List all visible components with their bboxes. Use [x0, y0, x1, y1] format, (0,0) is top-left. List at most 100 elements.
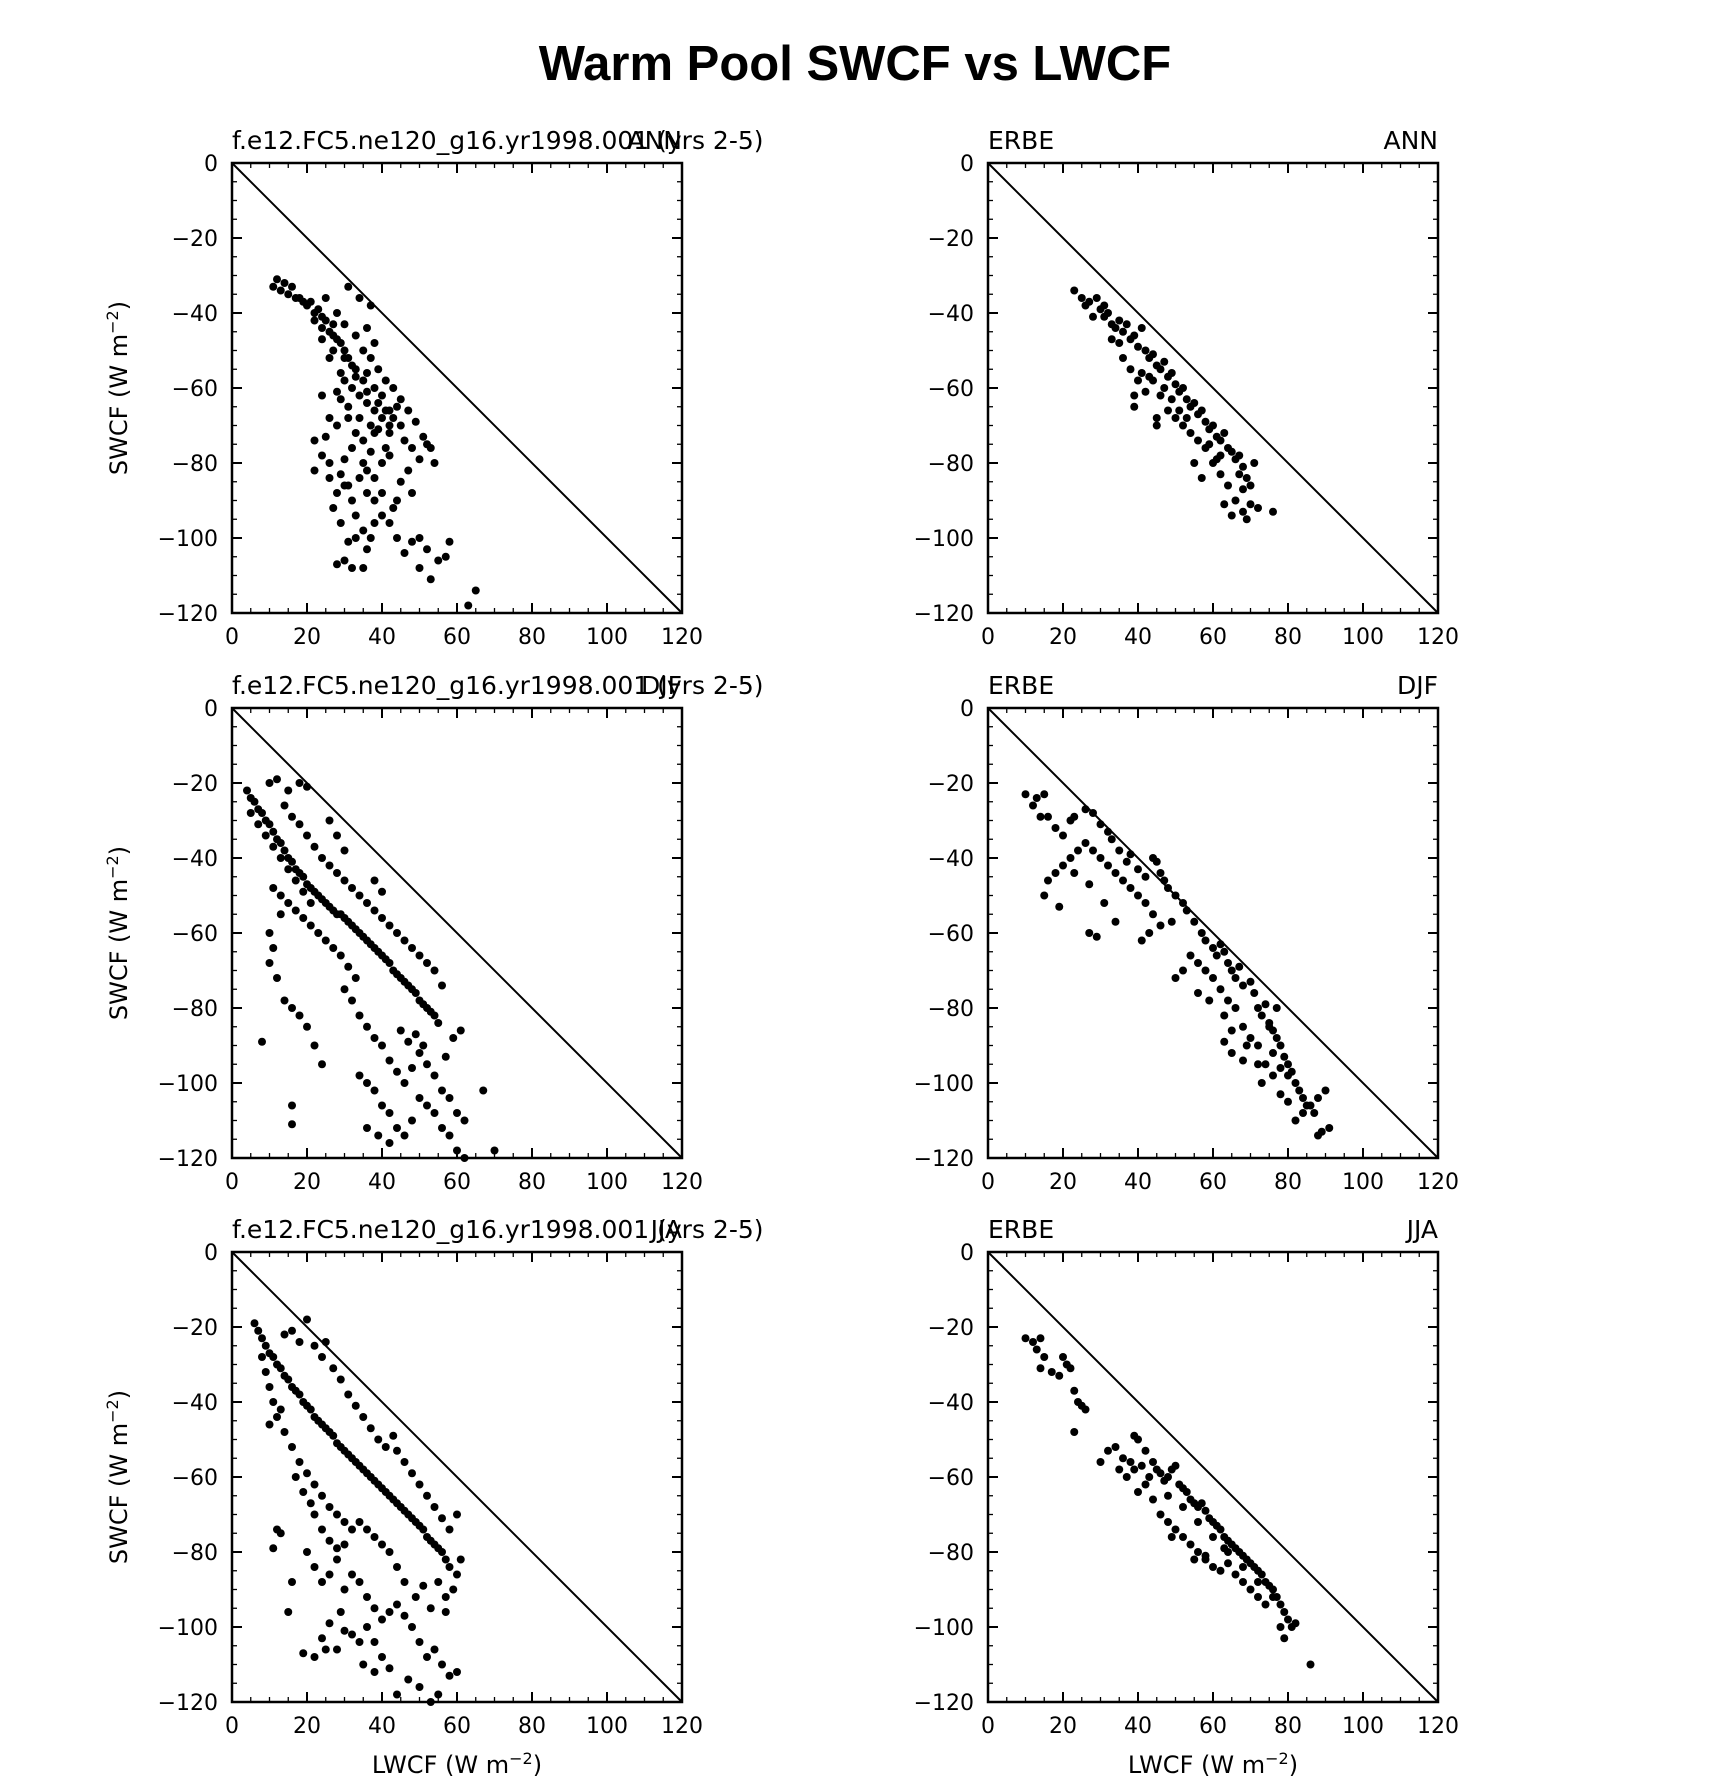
y-axis-label: SWCF (W m−2)	[103, 301, 134, 475]
data-point	[1137, 936, 1146, 945]
data-point	[393, 496, 401, 505]
data-point	[1089, 312, 1097, 321]
data-point	[348, 1525, 356, 1534]
data-point	[453, 1510, 461, 1519]
data-point	[430, 459, 439, 467]
data-point	[404, 1675, 413, 1684]
y-tick-label: −100	[914, 1072, 974, 1097]
data-point	[408, 1623, 416, 1631]
data-point	[1126, 1458, 1135, 1466]
data-point	[396, 477, 405, 486]
data-point	[1130, 1465, 1139, 1474]
data-point	[1149, 350, 1157, 359]
data-point	[355, 474, 364, 482]
data-point	[359, 526, 368, 535]
data-point	[434, 556, 443, 565]
data-point	[366, 447, 375, 456]
data-point	[355, 414, 364, 422]
data-point	[1122, 320, 1131, 329]
data-point	[1231, 1004, 1240, 1012]
data-point	[340, 1518, 349, 1526]
data-point	[1220, 1037, 1229, 1046]
data-point	[415, 1049, 424, 1057]
data-point	[1179, 966, 1187, 975]
data-point	[1130, 402, 1139, 411]
panel-title-right: ANN	[627, 126, 682, 155]
data-point	[333, 1645, 341, 1654]
data-point	[1122, 857, 1131, 866]
data-point	[1164, 1491, 1172, 1500]
data-point	[400, 1131, 409, 1140]
data-point	[426, 1604, 435, 1613]
data-point	[1096, 1458, 1105, 1466]
x-tick-label: 20	[1049, 1170, 1077, 1195]
data-point	[288, 1004, 296, 1012]
data-point	[299, 914, 308, 922]
y-tick-label: 0	[960, 697, 974, 722]
data-point	[325, 474, 334, 482]
data-point	[329, 1431, 338, 1440]
data-point	[445, 1525, 454, 1534]
data-point	[336, 951, 345, 960]
data-point	[355, 1011, 364, 1020]
data-point	[276, 839, 285, 847]
data-point	[438, 1548, 446, 1556]
y-tick-label: −20	[928, 1316, 974, 1341]
data-point	[340, 320, 349, 329]
y-tick-label: −40	[172, 302, 218, 327]
data-point	[344, 282, 353, 291]
data-point	[385, 421, 394, 430]
data-point	[1089, 846, 1097, 855]
data-point	[1216, 436, 1225, 445]
data-point	[1284, 1097, 1292, 1106]
data-point	[400, 1611, 409, 1620]
data-point	[1224, 1559, 1232, 1568]
panel-title-left: f.e12.FC5.ne120_g16.yr1998.001 (yrs 2-5)	[232, 126, 764, 155]
data-point	[340, 556, 349, 565]
data-point	[363, 1593, 371, 1601]
data-point	[284, 290, 293, 299]
data-point	[258, 1334, 266, 1343]
data-point	[400, 1079, 409, 1087]
data-point	[408, 444, 416, 452]
data-point	[318, 1491, 326, 1500]
data-point	[291, 1473, 300, 1481]
data-point	[1261, 1000, 1270, 1009]
data-point	[344, 481, 353, 490]
data-point	[340, 1540, 349, 1549]
data-point	[419, 432, 428, 441]
data-point	[321, 936, 330, 945]
data-point	[333, 831, 341, 840]
data-point	[423, 959, 431, 967]
data-point	[288, 1443, 296, 1451]
data-point	[355, 891, 364, 900]
data-point	[1152, 857, 1161, 866]
data-point	[453, 1570, 461, 1579]
data-point	[1194, 1518, 1202, 1526]
data-point	[370, 1668, 379, 1676]
data-point	[385, 519, 394, 527]
data-point	[1224, 959, 1232, 967]
data-point	[1156, 869, 1165, 877]
data-point	[325, 1619, 334, 1628]
data-point	[1134, 342, 1142, 351]
data-point	[445, 1671, 454, 1680]
data-point	[288, 1101, 296, 1110]
data-point	[1044, 876, 1052, 885]
data-point	[306, 899, 315, 907]
data-point	[404, 1037, 413, 1046]
x-tick-label: 100	[586, 1170, 628, 1195]
data-point	[1182, 395, 1191, 404]
data-point	[336, 395, 345, 404]
plot-frame	[230, 161, 684, 615]
data-point	[374, 1131, 383, 1140]
data-point	[310, 1653, 319, 1661]
data-point	[1197, 929, 1206, 937]
data-point	[284, 899, 293, 907]
data-point	[258, 809, 266, 817]
data-point	[415, 455, 424, 464]
data-point	[1032, 1345, 1041, 1354]
data-point	[1167, 395, 1176, 404]
data-point	[355, 391, 364, 400]
data-point	[393, 534, 401, 542]
